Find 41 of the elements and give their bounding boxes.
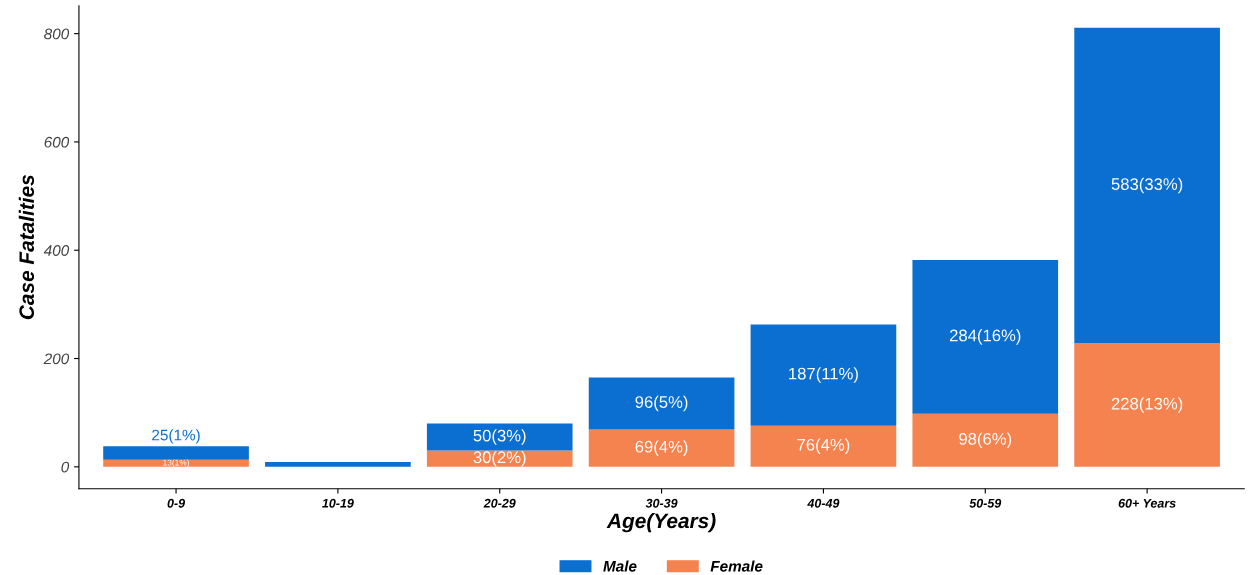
- y-tick-label: 400: [43, 245, 70, 256]
- data-label: 30(2%): [473, 450, 526, 467]
- bar: [750, 324, 897, 426]
- x-tick-label: 60+ Years: [1118, 498, 1176, 508]
- x-tick-label: 40-49: [807, 498, 840, 508]
- data-label: 69(4%): [635, 440, 688, 456]
- x-tick-label: 10-19: [322, 498, 354, 508]
- data-label: 187(11%): [789, 367, 858, 383]
- y-tick-label: 600: [44, 136, 70, 148]
- bar: [588, 377, 735, 430]
- y-tick-label: 800: [44, 28, 70, 40]
- bar: [912, 413, 1059, 467]
- legend-label: Male: [603, 560, 637, 572]
- bar: [1074, 343, 1220, 467]
- data-label: 284(16%): [949, 329, 1021, 345]
- bar: [588, 429, 735, 467]
- x-tick-label: 20-29: [483, 498, 516, 508]
- bar: [103, 446, 249, 460]
- y-axis-title: Case Fatalities: [18, 175, 35, 320]
- bar: [103, 459, 249, 467]
- data-label: 96(5%): [635, 395, 688, 412]
- x-axis-title: Age(Years): [606, 512, 716, 533]
- bar: [426, 450, 573, 467]
- legend-label: Female: [710, 560, 763, 572]
- bar: [1074, 27, 1220, 344]
- x-tick-label: 50-59: [969, 498, 1002, 508]
- data-label: 98(6%): [959, 432, 1012, 449]
- data-label: 50(3%): [473, 429, 526, 445]
- data-label: 76(4%): [797, 438, 850, 454]
- data-label: 583(33%): [1111, 177, 1183, 194]
- data-label: 13(1%): [163, 459, 189, 468]
- x-tick-label: 0-9: [167, 498, 186, 508]
- y-tick-label: 0: [61, 461, 70, 473]
- y-tick-label: 200: [43, 353, 70, 365]
- bar: [426, 423, 573, 451]
- bar: [750, 425, 897, 467]
- bar: [265, 461, 411, 467]
- data-label: 25(1%): [152, 429, 200, 444]
- x-tick-label: 30-39: [645, 498, 678, 508]
- data-label: 228(13%): [1111, 397, 1183, 413]
- bar: [912, 259, 1059, 414]
